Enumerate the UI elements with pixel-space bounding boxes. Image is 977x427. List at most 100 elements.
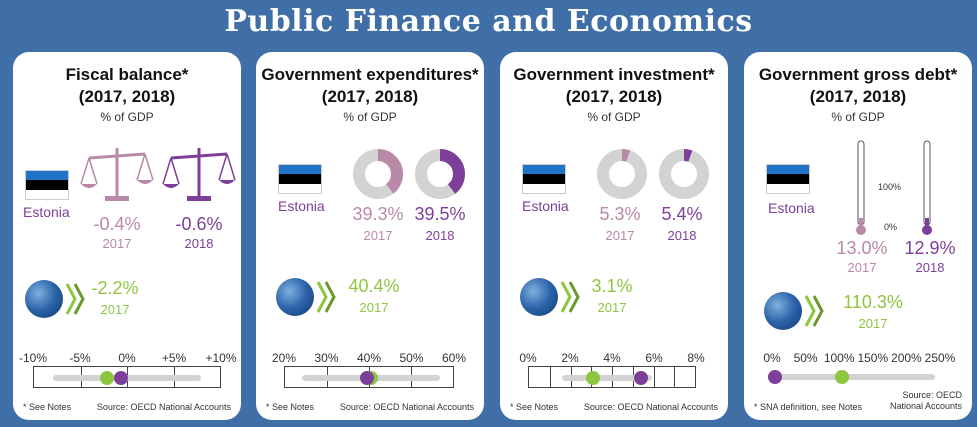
unit-label: % of GDP	[587, 110, 641, 124]
scale-tick: 150%	[857, 351, 889, 365]
card-period: (2017, 2018)	[321, 87, 419, 106]
oecd-value: -2.2%	[91, 278, 139, 298]
scales-2018-icon	[162, 148, 236, 201]
oecd-chevrons-icon	[804, 295, 824, 327]
country-label: Estonia	[23, 204, 70, 220]
comparison-scale	[284, 366, 454, 388]
oecd-year: 2017	[858, 316, 888, 331]
estonia-2018-marker	[634, 371, 649, 385]
oecd-chevrons-icon	[316, 281, 336, 313]
scale-tick: +5%	[161, 351, 187, 365]
scale-tick: +10%	[205, 351, 237, 365]
card-government-gross-debt: Government gross debt* (2017, 2018) % of…	[744, 52, 972, 420]
footnote: * See Notes	[510, 402, 559, 412]
card-title: Government investment* (2017, 2018)	[500, 64, 728, 108]
donut-2017	[597, 149, 647, 199]
scale-tick: 0%	[763, 351, 781, 365]
card-title-text: Fiscal balance*	[65, 65, 189, 84]
scale-tick: 100%	[823, 351, 855, 365]
thermometer-2018-icon	[922, 140, 932, 235]
page-title: Public Finance and Economics	[224, 4, 753, 39]
country-label: Estonia	[278, 198, 325, 214]
estonia-2018-marker	[359, 371, 374, 385]
card-title: Government gross debt* (2017, 2018)	[744, 64, 972, 108]
comparison-scale	[766, 366, 938, 388]
thermometer-bottom-label: 0%	[884, 222, 898, 232]
scale-tick: 2%	[561, 351, 579, 365]
value-2018: -0.6%	[175, 214, 223, 234]
donut-2018	[415, 149, 465, 199]
scale-tick: 30%	[314, 351, 339, 365]
footnote: * See Notes	[23, 402, 72, 412]
scale-tick: 60%	[441, 351, 467, 365]
scale-tick: -5%	[69, 351, 91, 365]
card-period: (2017, 2018)	[809, 87, 907, 106]
oecd-globe-icon	[276, 278, 314, 316]
oecd-value: 40.4%	[348, 276, 400, 296]
card-government-investment: Government investment* (2017, 2018) % of…	[500, 52, 728, 420]
oecd-marker	[586, 371, 601, 385]
donut-value-arc	[353, 149, 403, 199]
source-note: Source: OECD National Accounts	[583, 402, 718, 412]
year-2017: 2017	[605, 228, 635, 243]
comparison-scale	[33, 366, 221, 388]
estonia-flag-icon	[278, 164, 322, 194]
estonia-2018-marker	[114, 371, 129, 385]
scales-2017-icon	[80, 148, 154, 201]
source-note: Source: OECD National Accounts	[339, 402, 474, 412]
scale-tick: 0%	[519, 351, 537, 365]
year-2018: 2018	[425, 228, 455, 243]
source-line-1: Source: OECD	[902, 390, 962, 400]
estonia-2018-marker	[767, 370, 782, 384]
thermometer-top-label: 100%	[878, 182, 902, 192]
year-2018: 2018	[667, 228, 697, 243]
oecd-globe-icon	[764, 292, 802, 330]
value-2017: -0.4%	[93, 214, 141, 234]
oecd-year: 2017	[359, 300, 389, 315]
estonia-flag-icon	[25, 170, 69, 200]
unit-label: % of GDP	[100, 110, 154, 124]
card-title-text: Government gross debt*	[758, 65, 958, 84]
oecd-chevrons-icon	[560, 281, 580, 313]
oecd-marker	[99, 371, 114, 385]
scale-tick: -10%	[18, 351, 48, 365]
unit-label: % of GDP	[343, 110, 397, 124]
card-government-expenditures: Government expenditures* (2017, 2018) % …	[256, 52, 484, 420]
unit-label: % of GDP	[831, 110, 885, 124]
thermometer-2017-icon	[856, 140, 866, 235]
year-2017: 2017	[363, 228, 393, 243]
scale-tick: 40%	[356, 351, 382, 365]
estonia-flag-icon	[522, 164, 566, 194]
footnote: * See Notes	[266, 402, 315, 412]
card-title-text: Government expenditures*	[261, 65, 479, 84]
donut-value-arc	[659, 149, 709, 199]
scale-tick: 8%	[687, 351, 705, 365]
country-label: Estonia	[522, 198, 569, 214]
value-2018: 12.9%	[904, 238, 956, 258]
scale-tick: 4%	[603, 351, 621, 365]
oecd-year: 2017	[100, 302, 130, 317]
card-period: (2017, 2018)	[78, 87, 176, 106]
card-fiscal-balance: Fiscal balance* (2017, 2018) % of GDP Es…	[13, 52, 241, 420]
scale-tick: 50%	[793, 351, 818, 365]
estonia-flag-icon	[766, 164, 810, 194]
source-line-2: National Accounts	[889, 401, 962, 411]
year-2017: 2017	[847, 260, 877, 275]
oecd-globe-icon	[25, 280, 63, 318]
card-title-text: Government investment*	[513, 65, 715, 84]
oecd-marker	[834, 370, 849, 384]
comparison-scale	[528, 366, 696, 388]
oecd-chevrons-icon	[65, 283, 85, 315]
source-note: Source: OECD National Accounts	[96, 402, 231, 412]
year-2018: 2018	[184, 236, 214, 251]
source-note: Source: OECD National Accounts	[890, 390, 962, 412]
scale-tick: 0%	[118, 351, 136, 365]
donut-2018	[659, 149, 709, 199]
oecd-value: 3.1%	[591, 276, 633, 296]
year-2018: 2018	[915, 260, 945, 275]
oecd-year: 2017	[597, 300, 627, 315]
year-2017: 2017	[102, 236, 132, 251]
value-2017: 5.3%	[599, 204, 641, 224]
scale-tick: 20%	[271, 351, 297, 365]
scale-tick: 250%	[924, 351, 956, 365]
